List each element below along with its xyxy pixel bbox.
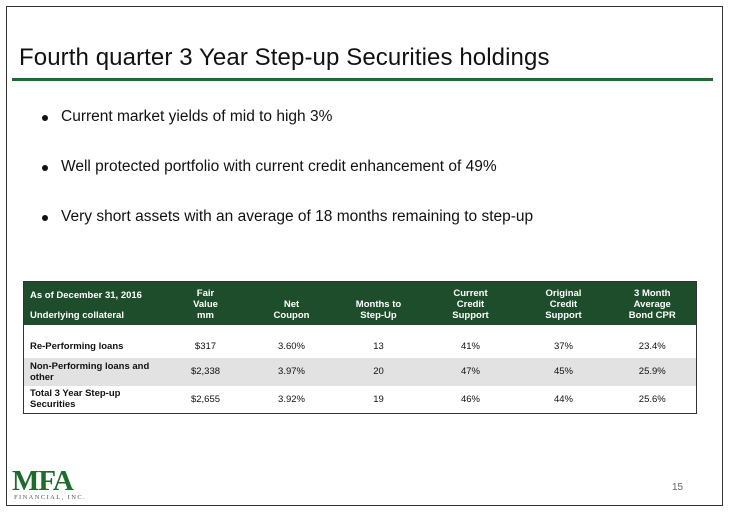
cell-months-to-step-up: 20 — [373, 366, 384, 377]
cell-fair-value: $2,338 — [190, 366, 221, 377]
column-header-net-coupon: Net Coupon — [273, 298, 310, 321]
cell-months-to-step-up: 19 — [373, 393, 384, 405]
bullet-text: Well protected portfolio with current cr… — [61, 158, 497, 175]
bullet-dot-icon — [42, 215, 48, 221]
column-header-original-credit-support: Original Credit Support — [545, 287, 582, 321]
table-spacer — [23, 324, 697, 336]
row-header-label: Underlying collateral — [30, 309, 124, 321]
cell-current-credit-support: 41% — [460, 341, 480, 352]
bullet-dot-icon — [42, 165, 48, 171]
cell-bond-cpr: 25.9% — [638, 366, 666, 377]
cell-original-credit-support: 45% — [553, 366, 573, 377]
mfa-logo-subtitle: FINANCIAL, INC. — [14, 494, 87, 501]
row-label: Total 3 Year Step-up Securities — [30, 388, 121, 411]
cell-net-coupon: 3.60% — [278, 341, 305, 352]
column-header-bond-cpr: 3 Month Average Bond CPR — [628, 287, 676, 321]
as-of-date: As of December 31, 2016 — [30, 289, 142, 301]
page-number: 15 — [672, 482, 684, 493]
bullet-text: Current market yields of mid to high 3% — [61, 108, 333, 125]
bullet-item: Very short assets with an average of 18 … — [41, 208, 533, 258]
column-header-current-credit-support: Current Credit Support — [452, 287, 489, 321]
cell-current-credit-support: 46% — [460, 393, 480, 405]
table-row: Non-Performing loans and other $2,338 3.9… — [23, 357, 697, 386]
bullet-item: Current market yields of mid to high 3% — [41, 108, 533, 158]
slide-title: Fourth quarter 3 Year Step-up Securities… — [19, 44, 550, 71]
title-divider — [12, 78, 713, 81]
cell-current-credit-support: 47% — [460, 366, 480, 377]
bullet-text: Very short assets with an average of 18 … — [61, 208, 534, 225]
mfa-logo: MFA — [12, 465, 74, 497]
cell-net-coupon: 3.97% — [278, 366, 305, 377]
slide — [6, 6, 723, 506]
cell-original-credit-support: 44% — [553, 393, 573, 405]
cell-original-credit-support: 37% — [553, 341, 573, 352]
table-row-total: Total 3 Year Step-up Securities $2,655 3.… — [23, 385, 697, 414]
row-label: Non-Performing loans and other — [30, 360, 150, 383]
column-header-fair-value: Fair Value mm — [193, 287, 218, 321]
table-header-row: As of December 31, 2016 Underlying colla… — [23, 281, 697, 325]
cell-net-coupon: 3.92% — [278, 393, 305, 405]
cell-fair-value: $317 — [194, 341, 217, 352]
row-label: Re-Performing loans — [30, 341, 124, 352]
table-row: Re-Performing loans $317 3.60% 13 41% 37… — [23, 335, 697, 358]
bullet-list: Current market yields of mid to high 3% … — [41, 108, 533, 258]
holdings-table: As of December 31, 2016 Underlying colla… — [23, 281, 697, 414]
column-header-months-to-step-up: Months to Step-Up — [355, 298, 402, 321]
table-row-header: As of December 31, 2016 Underlying colla… — [24, 282, 163, 325]
bullet-item: Well protected portfolio with current cr… — [41, 158, 533, 208]
cell-bond-cpr: 25.6% — [638, 393, 666, 405]
cell-bond-cpr: 23.4% — [638, 341, 666, 352]
bullet-dot-icon — [42, 115, 48, 121]
cell-months-to-step-up: 13 — [373, 341, 384, 352]
cell-fair-value: $2,655 — [190, 393, 221, 405]
